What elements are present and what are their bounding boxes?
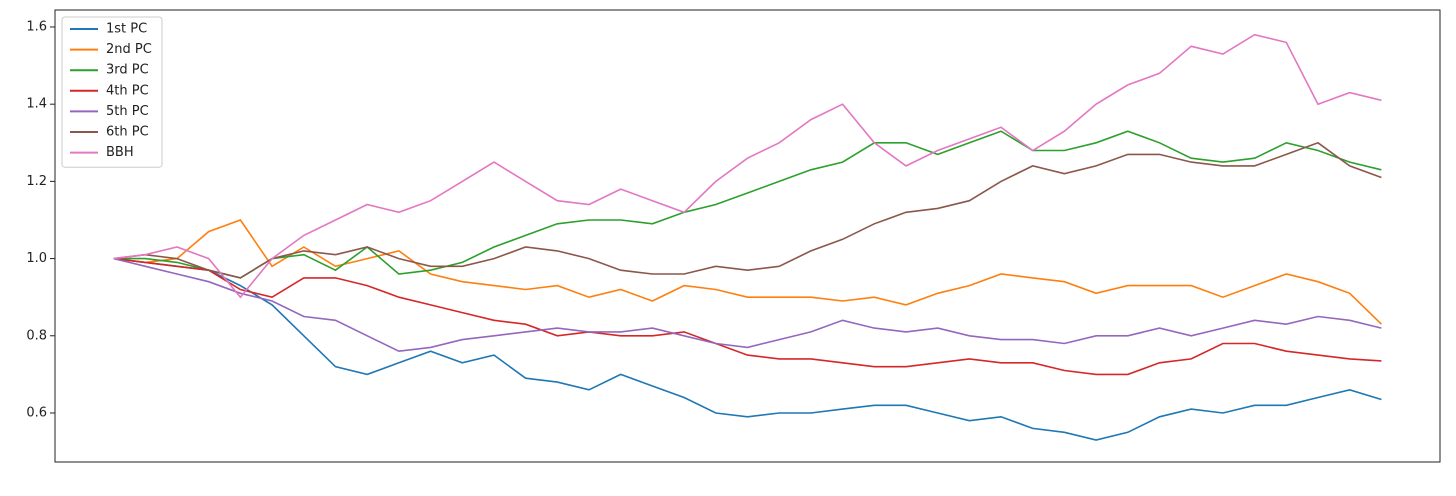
legend-label: BBH (106, 145, 134, 160)
series-line (113, 257, 1382, 441)
series-line (113, 141, 1382, 279)
series-line (113, 33, 1382, 299)
legend-label: 6th PC (106, 125, 149, 140)
y-tick-label: 1.4 (26, 97, 47, 112)
y-tick-label: 0.6 (26, 405, 47, 420)
series-line (113, 257, 1382, 353)
legend-label: 5th PC (106, 104, 149, 119)
y-tick-label: 0.8 (26, 328, 47, 343)
legend-label: 2nd PC (106, 42, 152, 57)
series-line (113, 257, 1382, 376)
series-line (113, 130, 1382, 279)
legend-box (61, 16, 163, 168)
legend-label: 1st PC (106, 22, 147, 37)
legend-label: 3rd PC (106, 63, 149, 78)
y-tick-label: 1.0 (26, 251, 47, 266)
y-tick-label: 1.6 (26, 19, 47, 34)
legend-label: 4th PC (106, 83, 149, 98)
series-line (113, 219, 1382, 325)
y-tick-label: 1.2 (26, 174, 47, 189)
plot-frame (54, 9, 1441, 463)
